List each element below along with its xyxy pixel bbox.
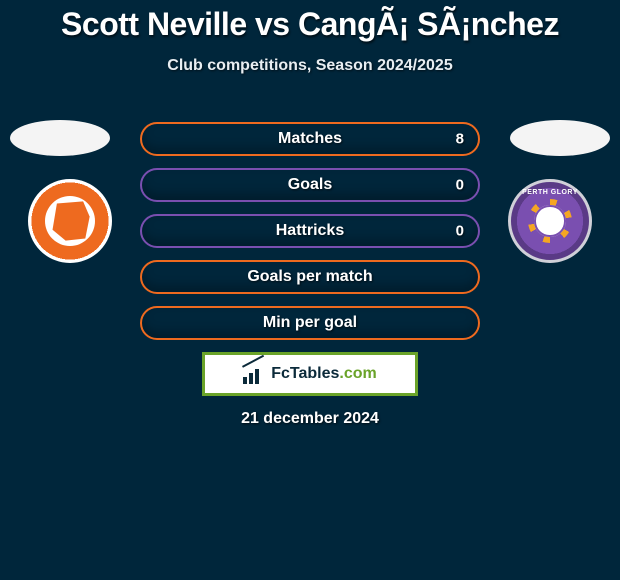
as-of-date: 21 december 2024	[0, 410, 620, 428]
page-title: Scott Neville vs CangÃ¡ SÃ¡nchez	[0, 0, 620, 43]
stat-value-right: 0	[456, 223, 464, 240]
stats-column: Matches 8 Goals 0 Hattricks 0 Goals per …	[140, 122, 480, 352]
stat-value-right: 0	[456, 177, 464, 194]
fctables-brand-text: FcTables.com	[271, 365, 377, 383]
stat-label: Matches	[278, 130, 342, 148]
stat-row-min-per-goal: Min per goal	[140, 306, 480, 340]
stat-row-goals: Goals 0	[140, 168, 480, 202]
club-crest-right-label: PERTH GLORY	[500, 189, 600, 197]
stat-label: Min per goal	[263, 314, 357, 332]
club-crest-right: PERTH GLORY	[500, 179, 600, 263]
stat-row-goals-per-match: Goals per match	[140, 260, 480, 294]
season-subtitle: Club competitions, Season 2024/2025	[0, 57, 620, 75]
bar-chart-icon	[243, 364, 265, 384]
stat-value-right: 8	[456, 131, 464, 148]
stat-label: Goals per match	[247, 268, 372, 286]
club-crest-left	[20, 179, 120, 263]
player-photo-right-placeholder	[510, 120, 610, 156]
fctables-brand-box: FcTables.com	[202, 352, 418, 396]
stat-label: Hattricks	[276, 222, 344, 240]
stat-row-matches: Matches 8	[140, 122, 480, 156]
stat-row-hattricks: Hattricks 0	[140, 214, 480, 248]
stat-label: Goals	[288, 176, 332, 194]
player-photo-left-placeholder	[10, 120, 110, 156]
